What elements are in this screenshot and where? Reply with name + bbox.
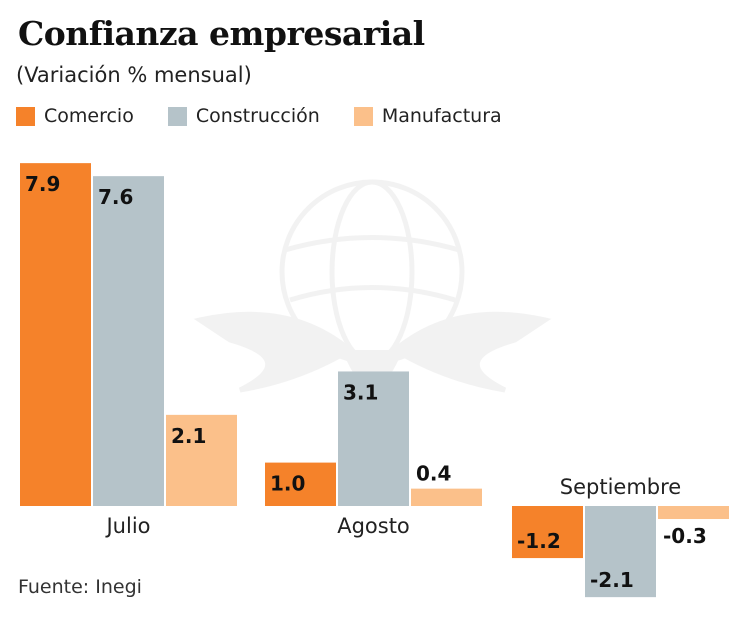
category-label-septiembre: Septiembre bbox=[560, 475, 681, 499]
chart-title: Confianza empresarial bbox=[18, 14, 425, 53]
category-label-agosto: Agosto bbox=[337, 514, 410, 538]
legend-swatch-construccion bbox=[167, 106, 187, 126]
bar-construccion-agosto bbox=[338, 371, 409, 506]
value-label-manufactura-septiembre: -0.3 bbox=[663, 524, 707, 548]
legend-label-comercio: Comercio bbox=[44, 105, 134, 127]
bar-comercio-julio bbox=[20, 163, 91, 506]
value-label-construccion-agosto: 3.1 bbox=[343, 380, 378, 404]
legend-item-construccion: Construcción bbox=[167, 105, 320, 127]
value-label-manufactura-agosto: 0.4 bbox=[416, 462, 451, 486]
value-label-construccion-septiembre: -2.1 bbox=[590, 568, 634, 592]
legend-swatch-manufactura bbox=[353, 106, 373, 126]
bar-comercio-agosto bbox=[265, 462, 336, 506]
chart-subtitle: (Variación % mensual) bbox=[16, 63, 252, 87]
bar-manufactura-agosto bbox=[411, 488, 482, 506]
legend: Comercio Construcción Manufactura bbox=[16, 105, 536, 127]
value-label-comercio-julio: 7.9 bbox=[25, 172, 60, 196]
legend-label-construccion: Construcción bbox=[195, 105, 320, 127]
bar-manufactura-septiembre bbox=[658, 506, 729, 520]
value-label-comercio-septiembre: -1.2 bbox=[517, 529, 561, 553]
legend-label-manufactura: Manufactura bbox=[381, 105, 502, 127]
bar-construccion-septiembre bbox=[585, 506, 656, 598]
value-label-comercio-agosto: 1.0 bbox=[270, 472, 305, 496]
bar-construccion-julio bbox=[93, 176, 164, 506]
bar-manufactura-julio bbox=[166, 414, 237, 506]
category-label-julio: Julio bbox=[104, 514, 150, 538]
value-label-manufactura-julio: 2.1 bbox=[171, 424, 206, 448]
legend-item-comercio: Comercio bbox=[16, 105, 134, 127]
bar-comercio-septiembre bbox=[512, 506, 583, 559]
source-note: Fuente: Inegi bbox=[18, 576, 142, 598]
legend-item-manufactura: Manufactura bbox=[353, 105, 502, 127]
watermark-logo-icon bbox=[193, 179, 552, 393]
value-label-construccion-julio: 7.6 bbox=[98, 185, 133, 209]
legend-swatch-comercio bbox=[16, 106, 35, 126]
